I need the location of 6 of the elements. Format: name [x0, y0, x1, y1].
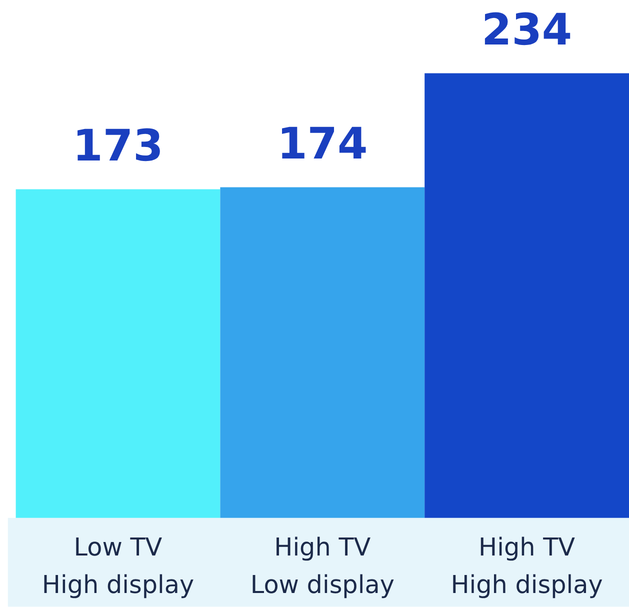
x-tick-label: Low TV High display — [42, 532, 194, 599]
x-tick-label: High TV High display — [450, 532, 603, 599]
data-label: 234 — [481, 6, 572, 56]
data-label: 174 — [277, 120, 368, 170]
x-tick-label: High TV Low display — [250, 532, 394, 599]
data-label: 173 — [72, 122, 164, 172]
